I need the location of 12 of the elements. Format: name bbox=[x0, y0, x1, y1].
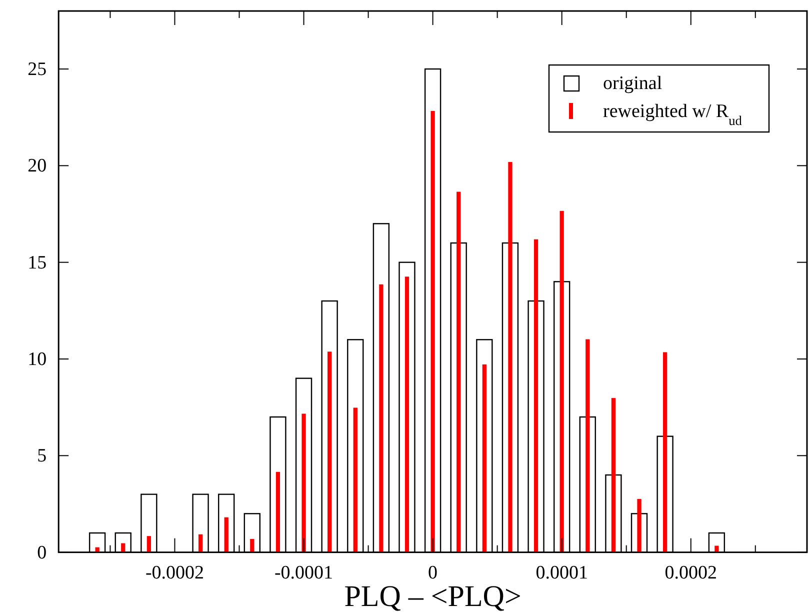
x-tick-label: -0.0002 bbox=[145, 562, 204, 584]
y-tick-label: 20 bbox=[28, 156, 47, 177]
y-tick-label: 10 bbox=[28, 348, 47, 370]
legend-label: original bbox=[603, 73, 662, 94]
y-tick-label: 25 bbox=[28, 58, 47, 80]
x-tick-label: 0.0002 bbox=[664, 562, 717, 584]
y-tick-label: 5 bbox=[37, 446, 47, 467]
y-tick-label: 15 bbox=[28, 252, 47, 274]
legend-label: reweighted w/ R$_{ud}$ bbox=[603, 101, 742, 128]
x-tick-label: 0.0001 bbox=[536, 562, 588, 584]
y-tick-label: 0 bbox=[37, 542, 47, 564]
x-tick-label: -0.0001 bbox=[274, 562, 334, 584]
